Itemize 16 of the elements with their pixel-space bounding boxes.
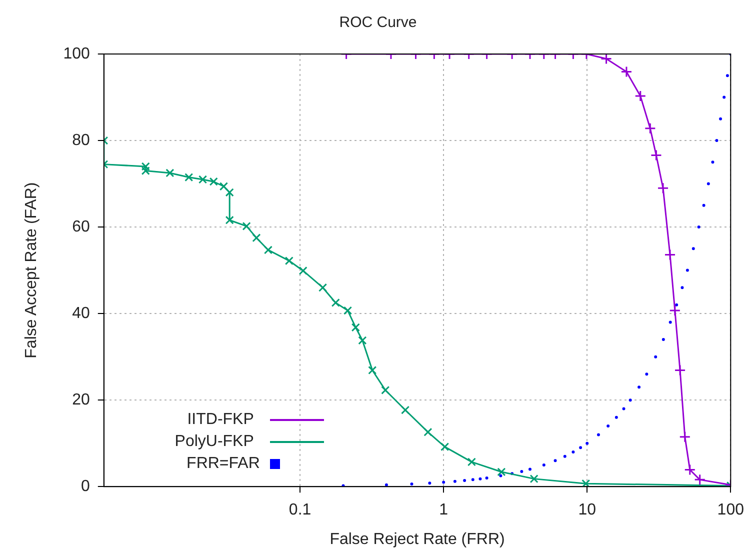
x-tick-label: 10 <box>578 502 596 519</box>
x-tick-label: 100 <box>717 502 744 519</box>
chart-title: ROC Curve <box>339 14 417 32</box>
x-tick-label: 1 <box>439 502 448 519</box>
legend-label: PolyU-FKP <box>174 432 254 452</box>
y-tick-label: 40 <box>72 304 90 322</box>
y-tick-label: 100 <box>63 45 90 62</box>
x-axis-title: False Reject Rate (FRR) <box>330 530 505 548</box>
y-tick-label: 20 <box>72 391 90 408</box>
y-tick-label: 80 <box>72 132 90 149</box>
y-tick-label: 0 <box>80 478 90 496</box>
legend-label: IITD-FKP <box>186 410 254 430</box>
y-tick-label: 60 <box>72 218 90 236</box>
legend-label: FRR=FAR <box>186 454 260 474</box>
y-axis-title: False Accept Rate (FAR) <box>23 182 40 358</box>
x-tick-label: 0.1 <box>288 502 312 519</box>
